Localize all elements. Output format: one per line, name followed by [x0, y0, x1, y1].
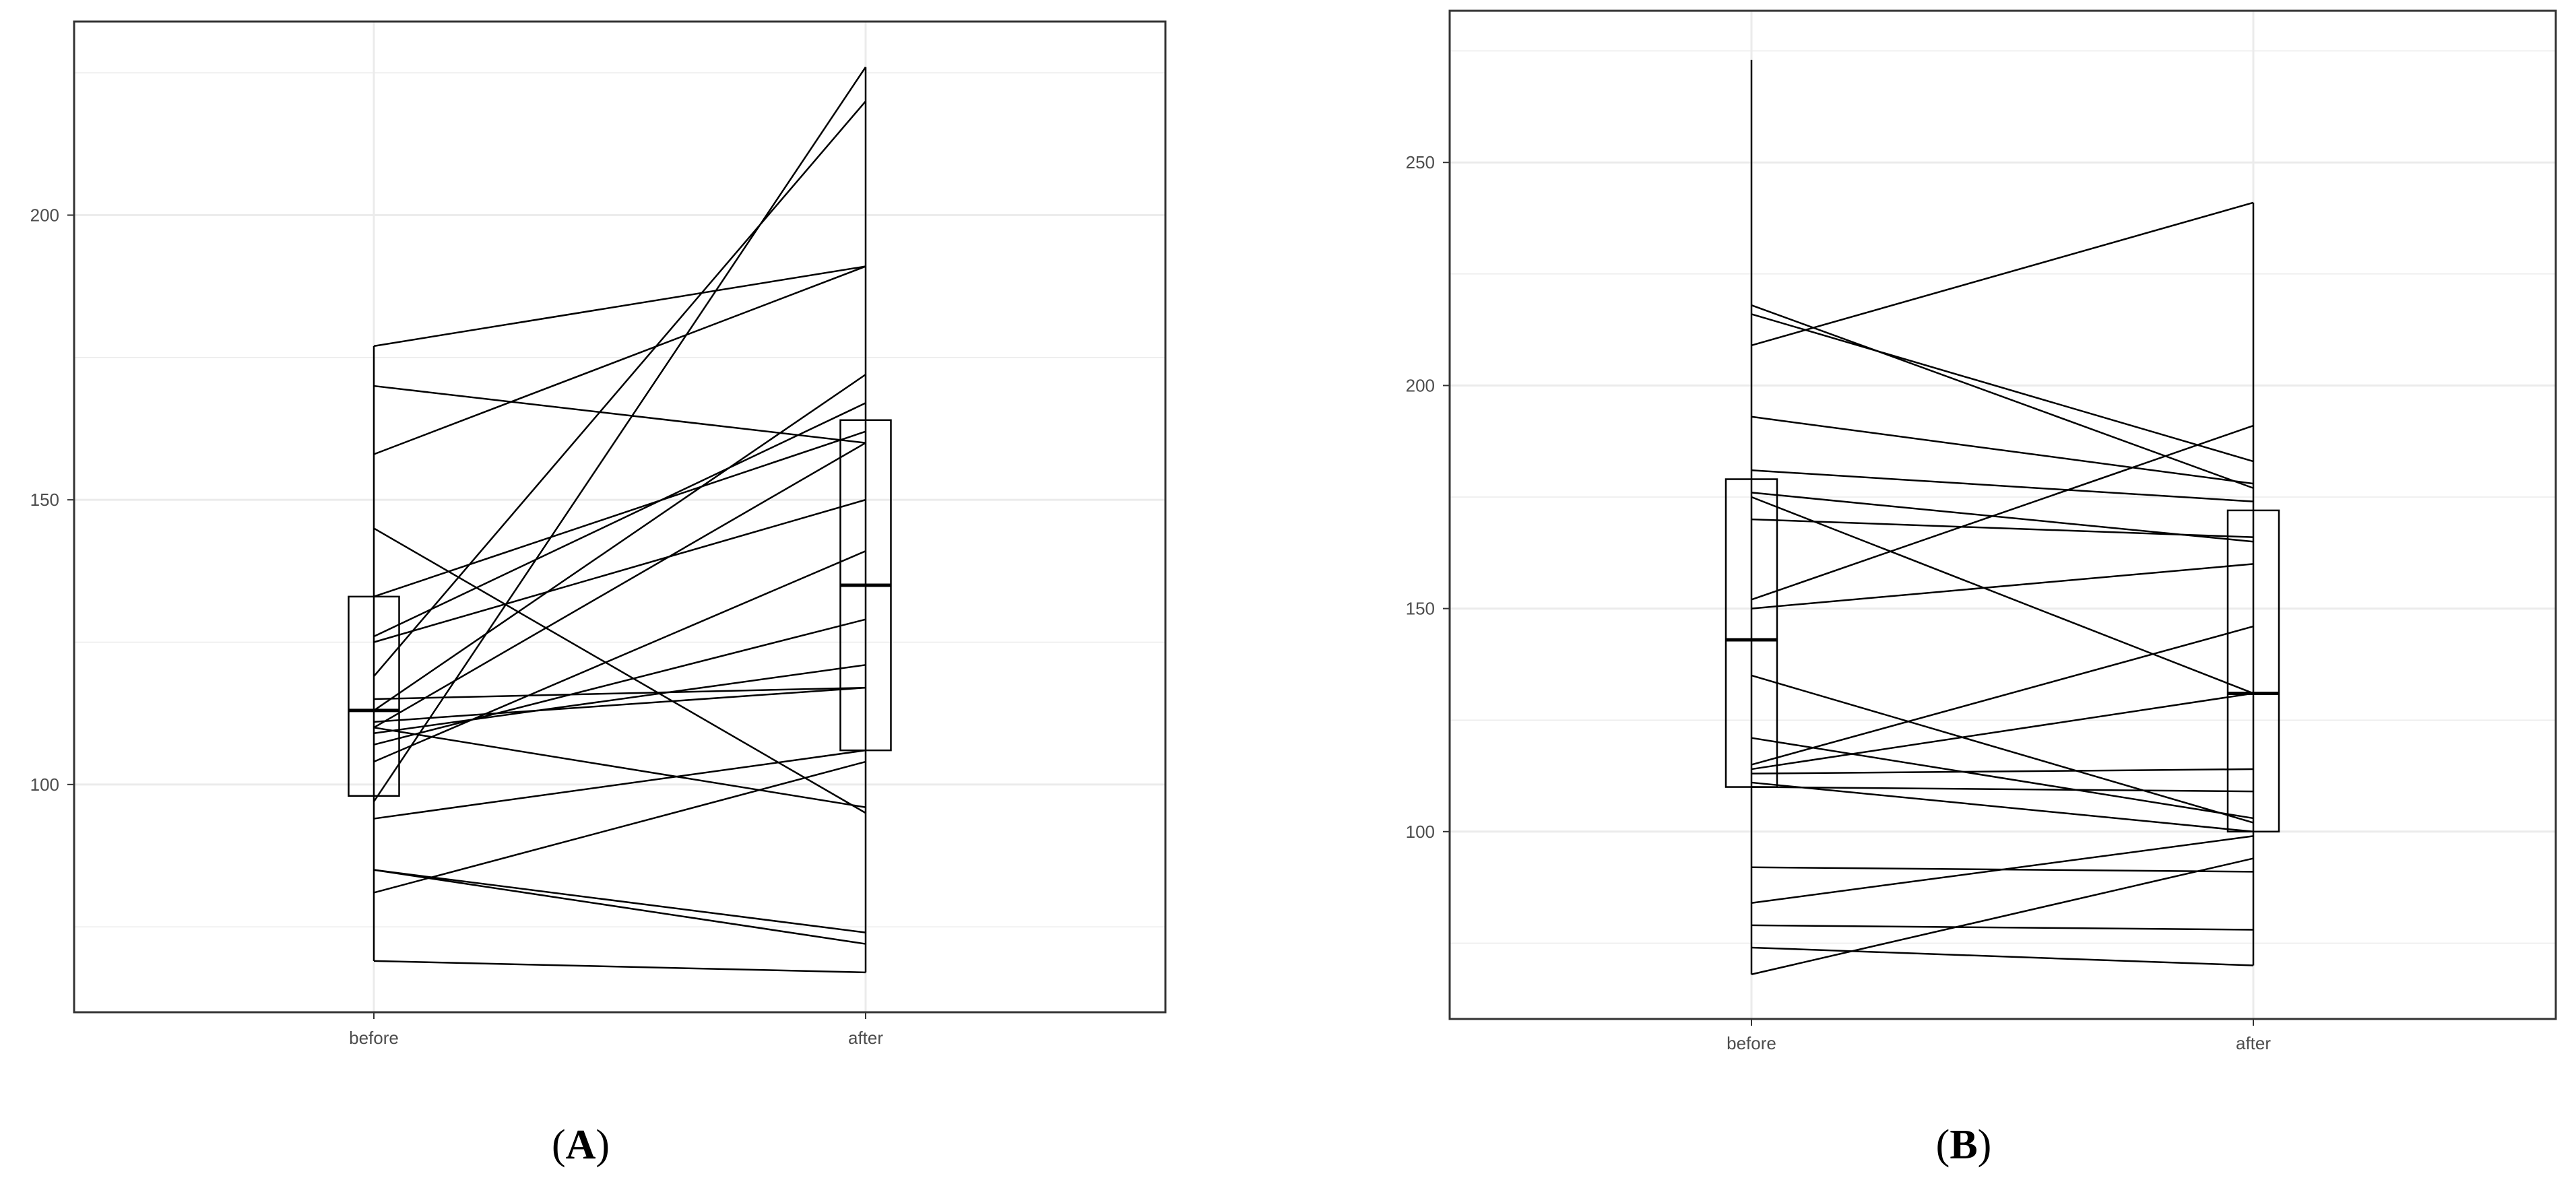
subject-line — [373, 442, 866, 729]
y-tick-label: 150 — [1406, 599, 1435, 619]
subject-line — [1751, 313, 2254, 463]
subject-line — [1751, 768, 2254, 775]
subject-line — [1751, 737, 2254, 820]
subject-line — [1751, 924, 2254, 931]
y-tick-label: 200 — [1406, 375, 1435, 395]
y-tick-label: 150 — [30, 490, 59, 510]
subject-line — [373, 686, 866, 723]
x-tick-label: after — [848, 1028, 883, 1048]
box-after — [2226, 509, 2280, 833]
box — [348, 595, 400, 797]
subject-line — [373, 527, 866, 814]
subject-line — [373, 749, 866, 820]
subject-line — [373, 66, 867, 802]
panel-b: 100 150 200 250 before after — [1406, 9, 2557, 1053]
subject-line — [373, 869, 866, 933]
grid — [74, 22, 1165, 1012]
subject-line — [373, 760, 866, 894]
subject-line — [373, 265, 866, 348]
x-tick-label: before — [1727, 1033, 1776, 1053]
subject-line — [373, 100, 866, 678]
subject-line — [373, 402, 866, 638]
y-tick-label: 100 — [30, 775, 59, 795]
subject-line — [1751, 674, 2254, 824]
subject-line — [1751, 946, 2254, 966]
subject-line — [1751, 857, 2254, 975]
subject-line — [373, 550, 866, 763]
subject-line — [373, 618, 866, 746]
box — [1725, 478, 1778, 788]
subject-line — [1751, 563, 2254, 610]
panel-a-label: (A) — [552, 1122, 610, 1168]
y-tick-label: 200 — [30, 205, 59, 225]
grid — [1450, 11, 2556, 1019]
subject-line — [1751, 786, 2254, 793]
subject-line — [373, 385, 866, 444]
subject-line — [1751, 424, 2254, 601]
panel-border — [1448, 9, 2557, 1020]
box-before — [348, 595, 400, 797]
panel-b-label: (B) — [1936, 1122, 1992, 1168]
box-after — [839, 419, 892, 752]
box — [2226, 509, 2280, 833]
subject-line — [373, 498, 866, 643]
subject-line — [1751, 625, 2254, 766]
x-tick-label: before — [349, 1028, 399, 1048]
subject-line — [1751, 518, 2254, 538]
subject-line — [1751, 781, 2254, 833]
subject-line — [373, 686, 866, 700]
subject-line — [373, 265, 866, 455]
paired-lines — [373, 66, 867, 974]
subject-line — [373, 869, 866, 945]
subject-line — [373, 727, 866, 808]
panel-border — [73, 20, 1167, 1014]
subject-line — [373, 374, 866, 711]
y-tick-label: 250 — [1406, 152, 1435, 172]
subject-line — [373, 960, 866, 974]
subject-line — [1751, 692, 2254, 770]
subject-line — [1751, 469, 2254, 502]
subject-line — [1751, 201, 2254, 346]
subject-line — [373, 430, 866, 598]
subject-line — [373, 664, 866, 734]
subject-line — [1751, 496, 2254, 694]
paired-lines — [1750, 59, 2255, 975]
subject-line — [1751, 304, 2254, 489]
subject-line — [1751, 416, 2254, 485]
subject-line — [1751, 835, 2254, 904]
y-tick-label: 100 — [1406, 822, 1435, 842]
x-tick-label: after — [2236, 1033, 2271, 1053]
box-before — [1725, 478, 1778, 788]
panel-a: 100 150 200 before after — [30, 20, 1167, 1048]
